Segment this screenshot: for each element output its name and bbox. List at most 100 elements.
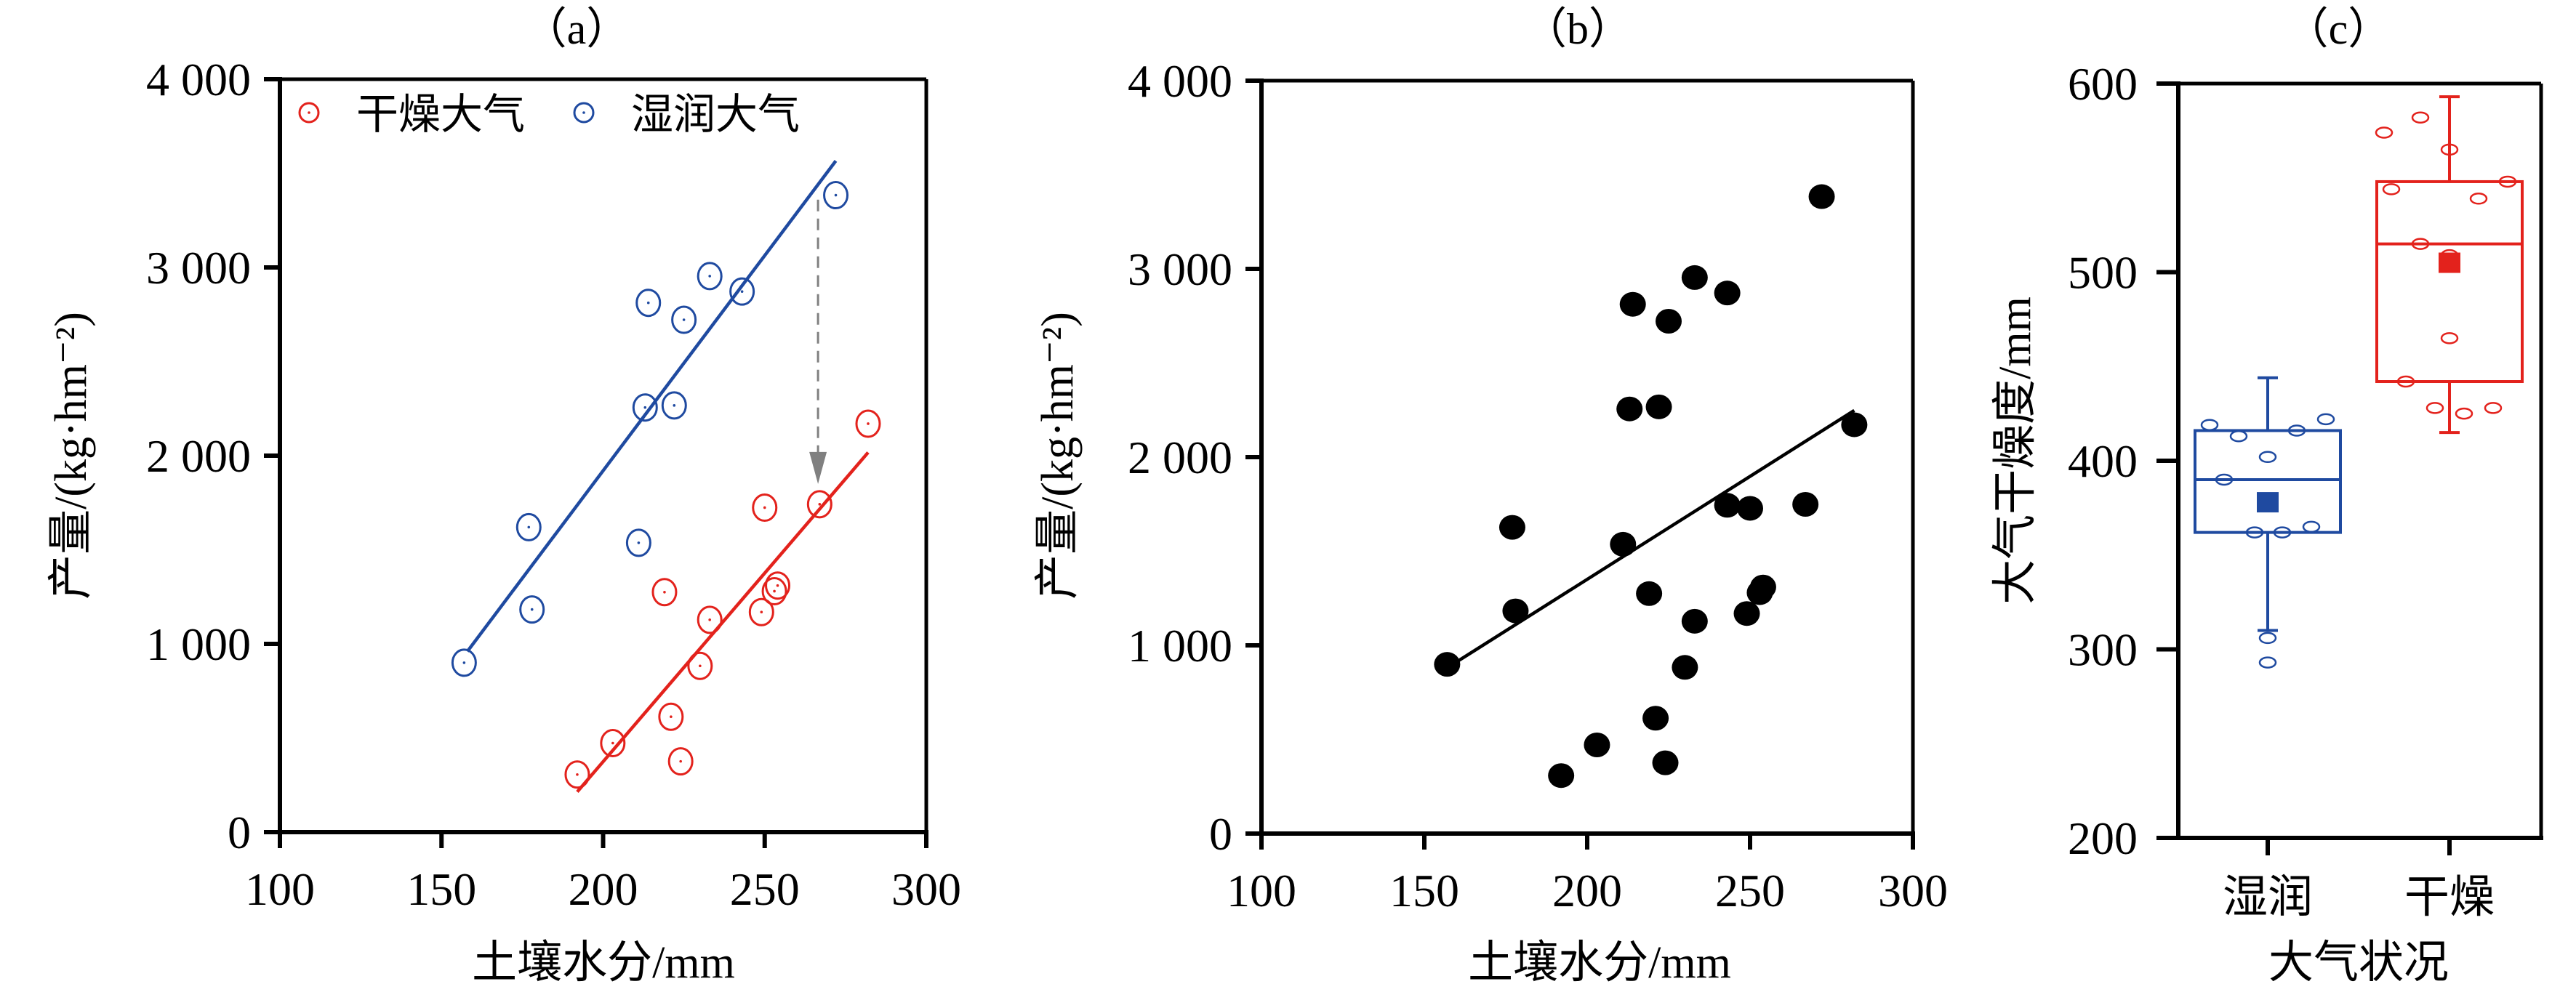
data-point: [1714, 281, 1741, 306]
data-point: [1610, 531, 1637, 557]
data-point: [2440, 332, 2459, 344]
data-point: [2425, 402, 2444, 414]
data-point: [2287, 424, 2306, 437]
data-point: [625, 528, 651, 557]
data-point: [2258, 632, 2277, 645]
data-point: [1672, 655, 1698, 680]
x-tick-label: 150: [406, 863, 476, 915]
panel-c-marks: [2156, 81, 2543, 855]
data-point: [2302, 520, 2321, 533]
data-point: [1792, 492, 1819, 517]
data-point: [2215, 473, 2234, 486]
data-point-center: [763, 506, 766, 509]
panel-a-xtick-labels: 100 150 200 250 300: [245, 863, 961, 915]
data-point-center: [679, 759, 682, 763]
data-point-center: [776, 584, 779, 587]
panel-c-ylabel: 大气干燥度/mm: [1991, 297, 2040, 605]
y-tick-label: 1 000: [1128, 620, 1232, 672]
data-point: [1652, 750, 1679, 775]
panel-c: （c） 大气状况 大气干燥度/mm 湿润 干燥 200 300 400 500 600: [1991, 5, 2543, 988]
data-point: [1502, 598, 1529, 624]
legend-marker-dry: [298, 102, 320, 124]
data-point: [2411, 111, 2430, 124]
data-point: [1548, 763, 1575, 789]
data-point: [600, 728, 626, 757]
panel-a-ylabel: 产量/(kg·hm⁻²): [47, 312, 96, 600]
x-tick-label: 干燥: [2404, 873, 2495, 922]
data-point-center: [611, 741, 614, 745]
data-point-center: [708, 618, 711, 621]
legend-marker-wet: [573, 102, 595, 124]
data-point: [635, 289, 662, 318]
data-point: [661, 391, 687, 420]
x-tick-label: 250: [730, 863, 800, 915]
data-point: [2258, 656, 2277, 669]
y-tick-label: 500: [2068, 247, 2138, 299]
panel-b-title: （b）: [1523, 5, 1632, 53]
data-point: [2396, 375, 2415, 388]
y-tick-label: 300: [2068, 624, 2138, 676]
data-point: [1434, 652, 1461, 677]
y-tick-label: 4 000: [1128, 55, 1232, 107]
data-point: [1656, 309, 1682, 334]
data-point: [519, 595, 545, 624]
y-tick-label: 0: [228, 807, 251, 858]
data-point: [729, 277, 755, 306]
panel-c-xlabel: 大气状况: [2268, 938, 2449, 988]
x-tick-label: 250: [1715, 865, 1785, 916]
arrow-head: [809, 451, 827, 484]
y-tick-label: 3 000: [146, 242, 251, 294]
data-point: [2316, 413, 2335, 426]
data-point: [671, 305, 697, 334]
data-point: [1714, 493, 1741, 518]
data-point: [658, 702, 684, 731]
data-point: [451, 648, 477, 677]
data-point: [2273, 526, 2292, 539]
panel-a-legend: 干燥大气 湿润大气: [298, 91, 800, 138]
data-point: [1681, 265, 1708, 290]
data-point-center: [834, 193, 838, 197]
data-point-center: [670, 715, 673, 719]
panel-b-xlabel: 土壤水分/mm: [1468, 938, 1731, 988]
data-point: [1498, 515, 1525, 540]
data-point: [2258, 451, 2277, 464]
data-point: [2484, 402, 2503, 414]
data-point-center: [646, 301, 650, 305]
data-point: [2245, 526, 2264, 539]
data-point: [855, 409, 881, 438]
data-point: [515, 512, 542, 541]
data-point-center: [773, 589, 776, 593]
data-point: [1749, 574, 1776, 600]
data-point: [697, 605, 723, 634]
data-point: [2498, 175, 2517, 188]
x-tick-label: 湿润: [2223, 873, 2313, 922]
y-tick-label: 400: [2068, 435, 2138, 487]
y-tick-label: 1 000: [146, 618, 251, 670]
panel-a-title: （a）: [523, 5, 630, 53]
data-point: [2229, 430, 2248, 443]
fit-line-series-1: [466, 160, 838, 653]
data-point-center: [740, 290, 744, 293]
data-point: [1616, 396, 1643, 422]
panel-a-marks: [264, 77, 928, 848]
data-point: [2455, 407, 2473, 420]
legend-label-wet: 湿润大气: [631, 91, 800, 138]
legend-marker-wet-dot: [582, 111, 585, 114]
data-point: [2469, 193, 2488, 205]
data-point-center: [643, 406, 647, 409]
y-tick-label: 200: [2068, 812, 2138, 864]
x-tick-label: 100: [245, 863, 315, 915]
data-point: [2440, 143, 2459, 156]
panel-c-xtick-labels: 湿润 干燥: [2223, 873, 2495, 922]
data-point-center: [527, 525, 531, 529]
data-point-center: [530, 608, 534, 611]
data-point: [687, 651, 713, 680]
data-point: [1584, 733, 1610, 758]
data-point-center: [699, 664, 702, 668]
data-point: [761, 576, 787, 605]
panel-a: （a） 土壤水分/mm 产量/(kg·hm⁻²) 干燥大气 湿润大气 100 15…: [47, 5, 961, 988]
data-point: [823, 181, 849, 210]
data-point: [1645, 394, 1672, 419]
data-point: [1737, 496, 1763, 521]
